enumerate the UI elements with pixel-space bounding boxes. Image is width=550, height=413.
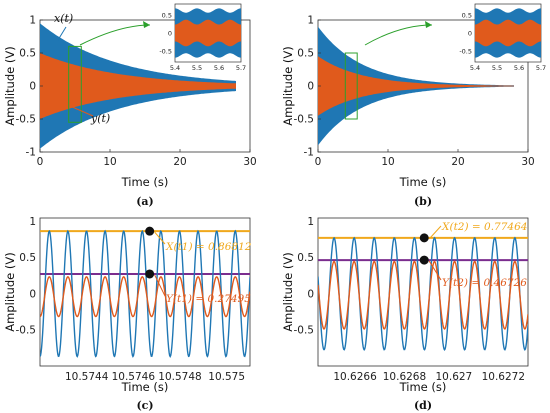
inset-xtick-label: 5.7 <box>536 64 546 72</box>
inset-xtick-label: 5.6 <box>214 64 224 72</box>
xtick-label: 10 <box>103 156 116 168</box>
panel-b-zoom-arrow <box>364 24 433 46</box>
sample-marker <box>145 269 155 279</box>
panel-a-ylabel: Amplitude (V) <box>3 46 17 125</box>
sample-marker <box>419 233 429 243</box>
panel-d-xlabel: Time (s) <box>399 380 447 394</box>
panel-a-x-label: x(t) <box>54 12 73 25</box>
ytick-label: 1 <box>29 15 36 27</box>
ytick-label: -0.5 <box>16 114 37 126</box>
panel-a-zoom-arrow <box>79 24 151 46</box>
ytick-label: 0 <box>29 288 36 300</box>
annotation-label: X(t1) = 0.86812 <box>165 241 252 253</box>
panel-a-inset: 0.5 0 -0.5 5.4 5.5 5.6 5.7 <box>159 3 246 72</box>
annotation-label: Y(t1) = 0.27495 <box>166 293 251 305</box>
ytick-label: 1 <box>307 15 314 27</box>
panel-c-label: (c) <box>136 399 153 412</box>
ytick-label: -0.5 <box>16 324 37 336</box>
xtick-label: 0 <box>37 156 44 168</box>
inset-xtick-label: 5.5 <box>492 64 502 72</box>
xtick-label: 10.6272 <box>482 371 525 383</box>
inset-xtick-label: 5.7 <box>236 64 246 72</box>
xtick-label: 10.6268 <box>383 371 426 383</box>
panel-b-inset: 0.5 0 -0.5 5.4 5.5 5.6 5.7 <box>459 3 546 72</box>
sample-marker <box>419 255 429 265</box>
series-yt-line <box>318 260 528 330</box>
ytick-label: -0.5 <box>294 324 315 336</box>
annotation-arrow <box>154 231 166 245</box>
panel-b-xlabel: Time (s) <box>399 175 447 189</box>
panel-a: -1 -0.5 0 0.5 1 0 10 20 30 Amplitude (V) Time (… <box>3 3 257 208</box>
inset-ytick-label: -0.5 <box>459 48 472 56</box>
ytick-label: 0 <box>29 81 36 93</box>
panel-a-x-pointer <box>57 26 67 41</box>
ytick-label: 1 <box>307 216 314 228</box>
xtick-label: 10.5744 <box>65 371 109 383</box>
annotation-arrow <box>428 225 442 240</box>
annotation-arrow <box>154 274 166 297</box>
inset-y-band <box>175 19 241 47</box>
sample-marker <box>145 226 155 236</box>
panel-a-y-label: y(t) <box>90 112 110 125</box>
xtick-label: 30 <box>521 156 534 168</box>
panel-b-label: (b) <box>414 195 432 208</box>
ytick-label: 0.5 <box>19 252 36 264</box>
panel-a-zoom-arrow-head <box>143 21 150 28</box>
ytick-label: 0.5 <box>19 48 36 60</box>
zoom-box <box>68 45 82 123</box>
ytick-label: -1 <box>304 147 314 159</box>
ytick-label: 1 <box>29 216 36 228</box>
xtick-label: 0 <box>315 156 322 168</box>
inset-ytick-label: 0.5 <box>462 11 472 19</box>
inset-y-band <box>475 19 541 47</box>
ytick-label: 0 <box>307 288 314 300</box>
panel-b-ylabel: Amplitude (V) <box>281 46 295 125</box>
panel-d: X(t2) = 0.77464 Y(t2) = 0.46726 1 0.5 0 -0.5… <box>281 216 529 412</box>
xtick-label: 10.6266 <box>333 371 377 383</box>
ytick-label: 0 <box>307 81 314 93</box>
ytick-label: -0.5 <box>294 114 315 126</box>
annotation-arrow <box>428 260 442 281</box>
inset-xtick-label: 5.5 <box>192 64 202 72</box>
inset-xtick-label: 5.4 <box>470 64 480 72</box>
inset-ytick-label: 0.5 <box>162 11 172 19</box>
series-xt-line <box>318 236 528 351</box>
xtick-label: 10 <box>381 156 394 168</box>
panel-d-ylabel: Amplitude (V) <box>281 252 295 331</box>
xtick-label: 10.627 <box>436 371 473 383</box>
inset-ytick-label: -0.5 <box>159 48 172 56</box>
inset-ytick-label: 0 <box>168 30 172 38</box>
inset-xtick-label: 5.4 <box>170 64 180 72</box>
annotation-label: Y(t2) = 0.46726 <box>442 277 527 289</box>
panel-a-label: (a) <box>136 195 154 208</box>
series-yt-line <box>40 276 250 318</box>
zoom-box <box>344 52 358 120</box>
series-xt-line <box>40 229 250 358</box>
ytick-label: 0.5 <box>297 48 314 60</box>
panel-c: X(t1) = 0.86812 Y(t1) = 0.27495 1 0.5 0 -0.5… <box>3 216 252 412</box>
panel-c-ylabel: Amplitude (V) <box>3 252 17 331</box>
xtick-label: 10.5746 <box>112 371 156 383</box>
ytick-label: -1 <box>26 147 36 159</box>
panel-b-zoom-arrow-head <box>425 21 432 28</box>
panel-a-xlabel: Time (s) <box>121 175 169 189</box>
panel-a-y-pointer <box>69 105 94 117</box>
panel-d-label: (d) <box>414 399 432 412</box>
panel-c-xlabel: Time (s) <box>121 380 169 394</box>
xtick-label: 10.575 <box>208 371 245 383</box>
xtick-label: 20 <box>173 156 186 168</box>
inset-ytick-label: 0 <box>468 30 472 38</box>
xtick-label: 10.5748 <box>158 371 201 383</box>
inset-xtick-label: 5.6 <box>514 64 524 72</box>
panel-b: -1 -0.5 0 0.5 1 0 10 20 30 Amplitude (V) Time (… <box>281 3 546 208</box>
ytick-label: 0.5 <box>297 252 314 264</box>
xtick-label: 30 <box>243 156 256 168</box>
annotation-label: X(t2) = 0.77464 <box>441 221 527 233</box>
xtick-label: 20 <box>451 156 464 168</box>
